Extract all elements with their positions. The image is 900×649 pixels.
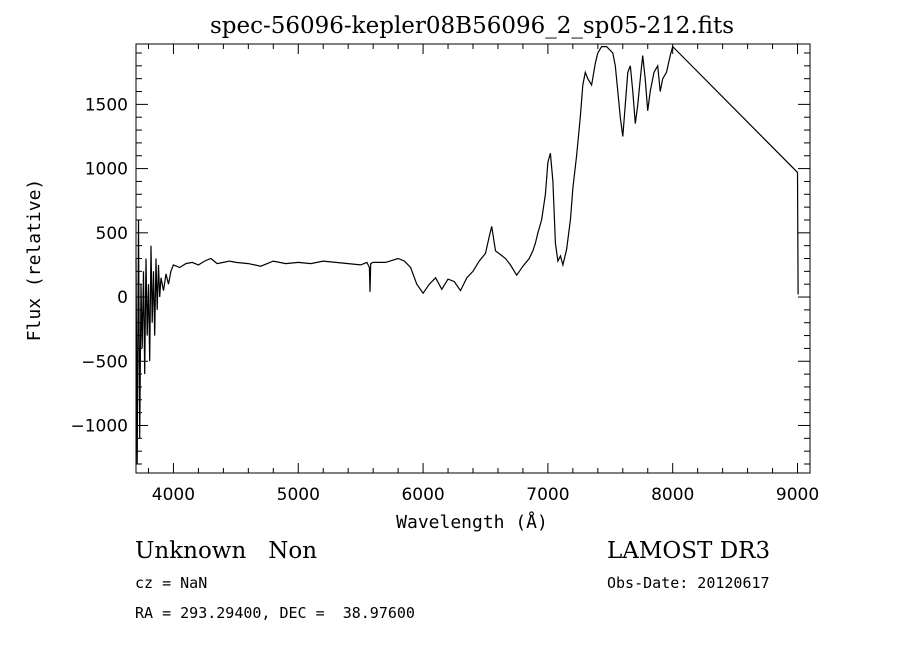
y-tick-label: 1500 [85,95,128,115]
y-axis-label: Flux (relative) [24,179,45,342]
x-tick-label: 4000 [152,485,195,505]
x-tick-label: 7000 [526,485,569,505]
x-tick-label: 5000 [277,485,320,505]
x-tick-label: 8000 [651,485,694,505]
x-tick-label: 9000 [776,485,819,505]
y-tick-label: 1000 [85,160,128,180]
object-class-text: Unknown Non [135,538,318,564]
survey-label: LAMOST DR3 [607,538,771,564]
plot-frame [135,43,811,474]
redshift-text: cz = NaN [135,574,208,592]
y-tick-label: 0 [117,288,128,308]
chart-title: spec-56096-kepler08B56096_2_sp05-212.fit… [210,13,734,39]
spectrum-series-line [135,45,799,465]
x-axis: 4000 5000 6000 7000 8000 9000 [147,44,819,505]
y-tick-label: −500 [81,352,128,372]
x-tick-label: 6000 [401,485,444,505]
y-tick-label: −1000 [70,416,128,436]
obs-date-text: Obs-Date: 20120617 [607,574,770,592]
ra-dec-text: RA = 293.29400, DEC = 38.97600 [135,604,415,622]
x-axis-label: Wavelength (Å) [396,511,548,533]
spectrum-chart: spec-56096-kepler08B56096_2_sp05-212.fit… [24,13,819,533]
y-tick-label: 500 [96,224,128,244]
y-axis: −1000 −500 0 500 1000 1500 [70,52,810,465]
